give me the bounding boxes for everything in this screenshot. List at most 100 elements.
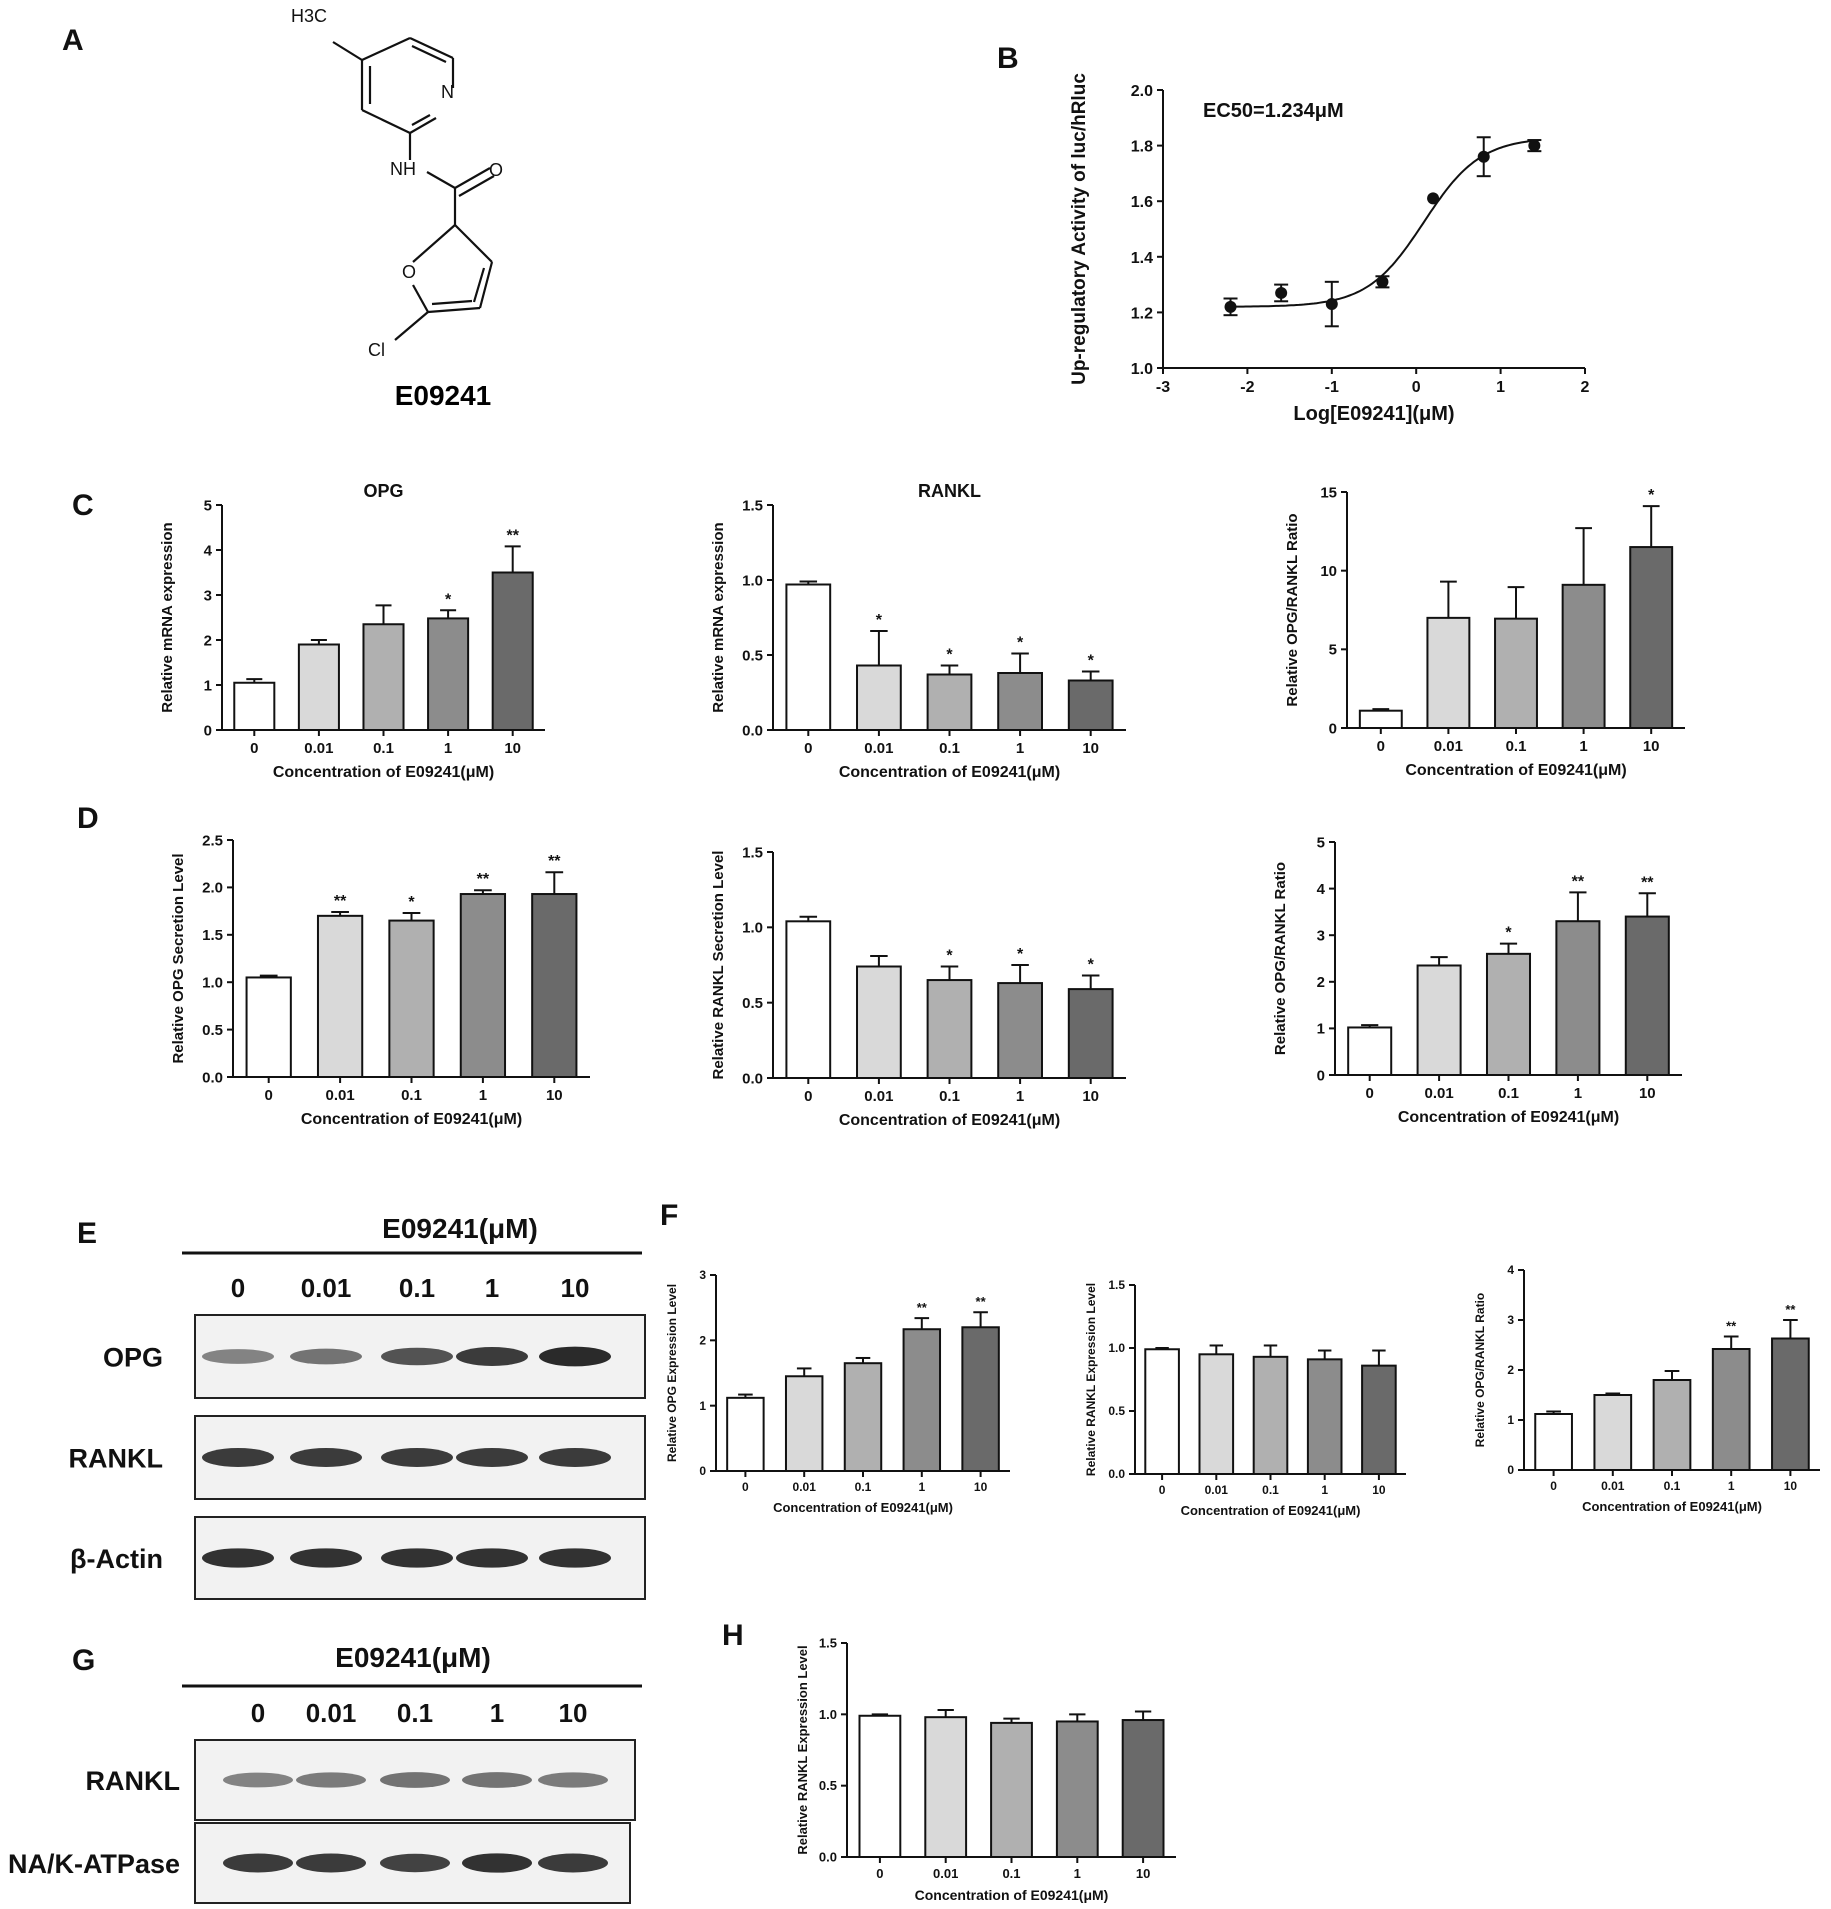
bar bbox=[926, 979, 973, 1079]
bar bbox=[1485, 952, 1532, 1077]
y-tick-label: 5 bbox=[1317, 834, 1325, 851]
bar bbox=[1416, 964, 1462, 1076]
panel-label-d: D bbox=[77, 802, 99, 835]
x-axis-label: Concentration of E09241(μM) bbox=[1181, 1503, 1361, 1518]
blot-band bbox=[456, 1448, 528, 1467]
x-tick-label: 10 bbox=[1639, 1085, 1656, 1102]
y-tick-label: 1.4 bbox=[1131, 250, 1153, 267]
y-tick-label: 0 bbox=[1317, 1067, 1325, 1084]
y-tick-label: 0 bbox=[699, 1464, 706, 1478]
bar bbox=[784, 1375, 824, 1473]
chart-c2: 0.0 0.5 1.0 1.5 0 * 0.01 * 0.1 * 1 * 10 Concentration… bbox=[710, 481, 1126, 781]
x-tick-label: 0.1 bbox=[939, 740, 960, 757]
y-tick-label: 1.5 bbox=[202, 927, 223, 944]
x-axis-label: Log[E09241](μM) bbox=[1293, 403, 1454, 425]
bar bbox=[316, 914, 364, 1079]
blot-band bbox=[290, 1348, 362, 1365]
y-tick-label: 2.5 bbox=[202, 832, 223, 849]
y-tick-label: 2 bbox=[1317, 974, 1325, 991]
carbonyl-oxygen-label: O bbox=[489, 160, 503, 180]
y-axis-label: Relative RANKL Expression Level bbox=[1084, 1283, 1098, 1476]
bar bbox=[726, 1396, 765, 1472]
y-tick-label: 15 bbox=[1320, 484, 1337, 501]
x-tick-label: -3 bbox=[1156, 379, 1170, 396]
chart-f2: 0.0 0.5 1.0 1.5 0 0.01 0.1 1 10 Concentration of … bbox=[1084, 1278, 1406, 1518]
bar bbox=[388, 919, 435, 1079]
y-tick-label: 0.5 bbox=[819, 1778, 837, 1793]
y-axis-label: Relative OPG/RANKL Ratio bbox=[1284, 513, 1301, 706]
x-tick-label: 0 bbox=[250, 740, 258, 757]
y-tick-label: 0.5 bbox=[742, 647, 763, 664]
bar bbox=[1555, 920, 1601, 1076]
significance-star: * bbox=[946, 948, 953, 965]
y-tick-label: 1 bbox=[699, 1399, 706, 1413]
chart-title: OPG bbox=[363, 481, 403, 501]
bar bbox=[233, 681, 276, 731]
y-tick-label: 1.5 bbox=[819, 1636, 837, 1651]
y-tick-label: 3 bbox=[1317, 927, 1325, 944]
significance-star: ** bbox=[1641, 874, 1654, 891]
panel-label-b: B bbox=[997, 42, 1019, 75]
x-tick-label: 0.1 bbox=[1506, 738, 1527, 755]
y-axis-label: Up-regulatory Activity of luc/hRluc bbox=[1069, 73, 1090, 385]
significance-star: * bbox=[876, 612, 883, 629]
chart-d1: 0.0 0.5 1.0 1.5 2.0 2.5 0 ** 0.01 * 0.1 ** 1 ** 10 Conc… bbox=[170, 832, 590, 1128]
bar bbox=[997, 672, 1043, 731]
significance-star: ** bbox=[548, 853, 561, 870]
bar bbox=[856, 965, 902, 1079]
x-tick-label: 10 bbox=[1372, 1483, 1386, 1497]
bar bbox=[902, 1328, 942, 1473]
y-axis-label: Relative RANKL Secretion Level bbox=[710, 851, 727, 1080]
y-tick-label: 1.5 bbox=[742, 497, 763, 514]
bar bbox=[1426, 616, 1471, 729]
bar bbox=[491, 571, 534, 731]
amide-nh-label: NH bbox=[390, 159, 416, 179]
blot-band bbox=[296, 1772, 366, 1788]
blot-band bbox=[296, 1853, 366, 1873]
x-tick-label: 10 bbox=[504, 740, 521, 757]
lane-label: 1 bbox=[490, 1698, 504, 1728]
blot-row-label: OPG bbox=[103, 1343, 163, 1373]
x-tick-label: 0.1 bbox=[1498, 1085, 1519, 1102]
blot-band bbox=[539, 1448, 611, 1467]
bar bbox=[1711, 1348, 1751, 1471]
significance-star: * bbox=[408, 894, 415, 911]
x-axis-label: Concentration of E09241(μM) bbox=[1405, 762, 1626, 779]
y-tick-label: 1.5 bbox=[742, 844, 763, 861]
data-point bbox=[1376, 275, 1389, 288]
chart-b: 1.0 1.2 1.4 1.6 1.8 2.0 -3 -2 -1 0 1 2 EC50=1.234μM L… bbox=[1069, 73, 1590, 425]
blot-band bbox=[539, 1548, 611, 1568]
y-tick-label: 10 bbox=[1320, 563, 1337, 580]
x-tick-label: 0 bbox=[876, 1866, 883, 1881]
y-tick-label: 2.0 bbox=[1131, 83, 1153, 100]
bar bbox=[990, 1721, 1033, 1858]
y-tick-label: 1.5 bbox=[1108, 1278, 1125, 1292]
blot-header: E09241(μM) bbox=[335, 1642, 491, 1673]
panel-label-a: A bbox=[62, 24, 84, 57]
bar bbox=[297, 643, 340, 731]
x-axis-label: Concentration of E09241(μM) bbox=[301, 1111, 522, 1128]
lane-label: 0.01 bbox=[301, 1273, 352, 1303]
bar bbox=[1347, 1026, 1393, 1077]
significance-star: ** bbox=[1572, 873, 1585, 890]
x-tick-label: 0.1 bbox=[1262, 1483, 1279, 1497]
y-tick-label: 1.6 bbox=[1131, 194, 1153, 211]
x-axis-label: Concentration of E09241(μM) bbox=[1398, 1109, 1619, 1126]
y-tick-label: 1.0 bbox=[1108, 1341, 1125, 1355]
data-point bbox=[1477, 150, 1490, 163]
bar bbox=[926, 673, 973, 731]
panel-label-c: C bbox=[72, 489, 94, 522]
bar bbox=[843, 1362, 883, 1472]
bar bbox=[785, 583, 832, 731]
x-tick-label: 1 bbox=[918, 1480, 925, 1494]
x-axis-label: Concentration of E09241(μM) bbox=[273, 764, 494, 781]
blot-band bbox=[223, 1772, 293, 1788]
x-tick-label: 0.1 bbox=[939, 1088, 960, 1105]
bar bbox=[1624, 915, 1670, 1076]
blot-band bbox=[290, 1448, 362, 1467]
bar bbox=[1055, 1720, 1099, 1859]
x-tick-label: 0.01 bbox=[304, 740, 333, 757]
y-tick-label: 2.0 bbox=[202, 880, 223, 897]
x-tick-label: 0.1 bbox=[373, 740, 394, 757]
